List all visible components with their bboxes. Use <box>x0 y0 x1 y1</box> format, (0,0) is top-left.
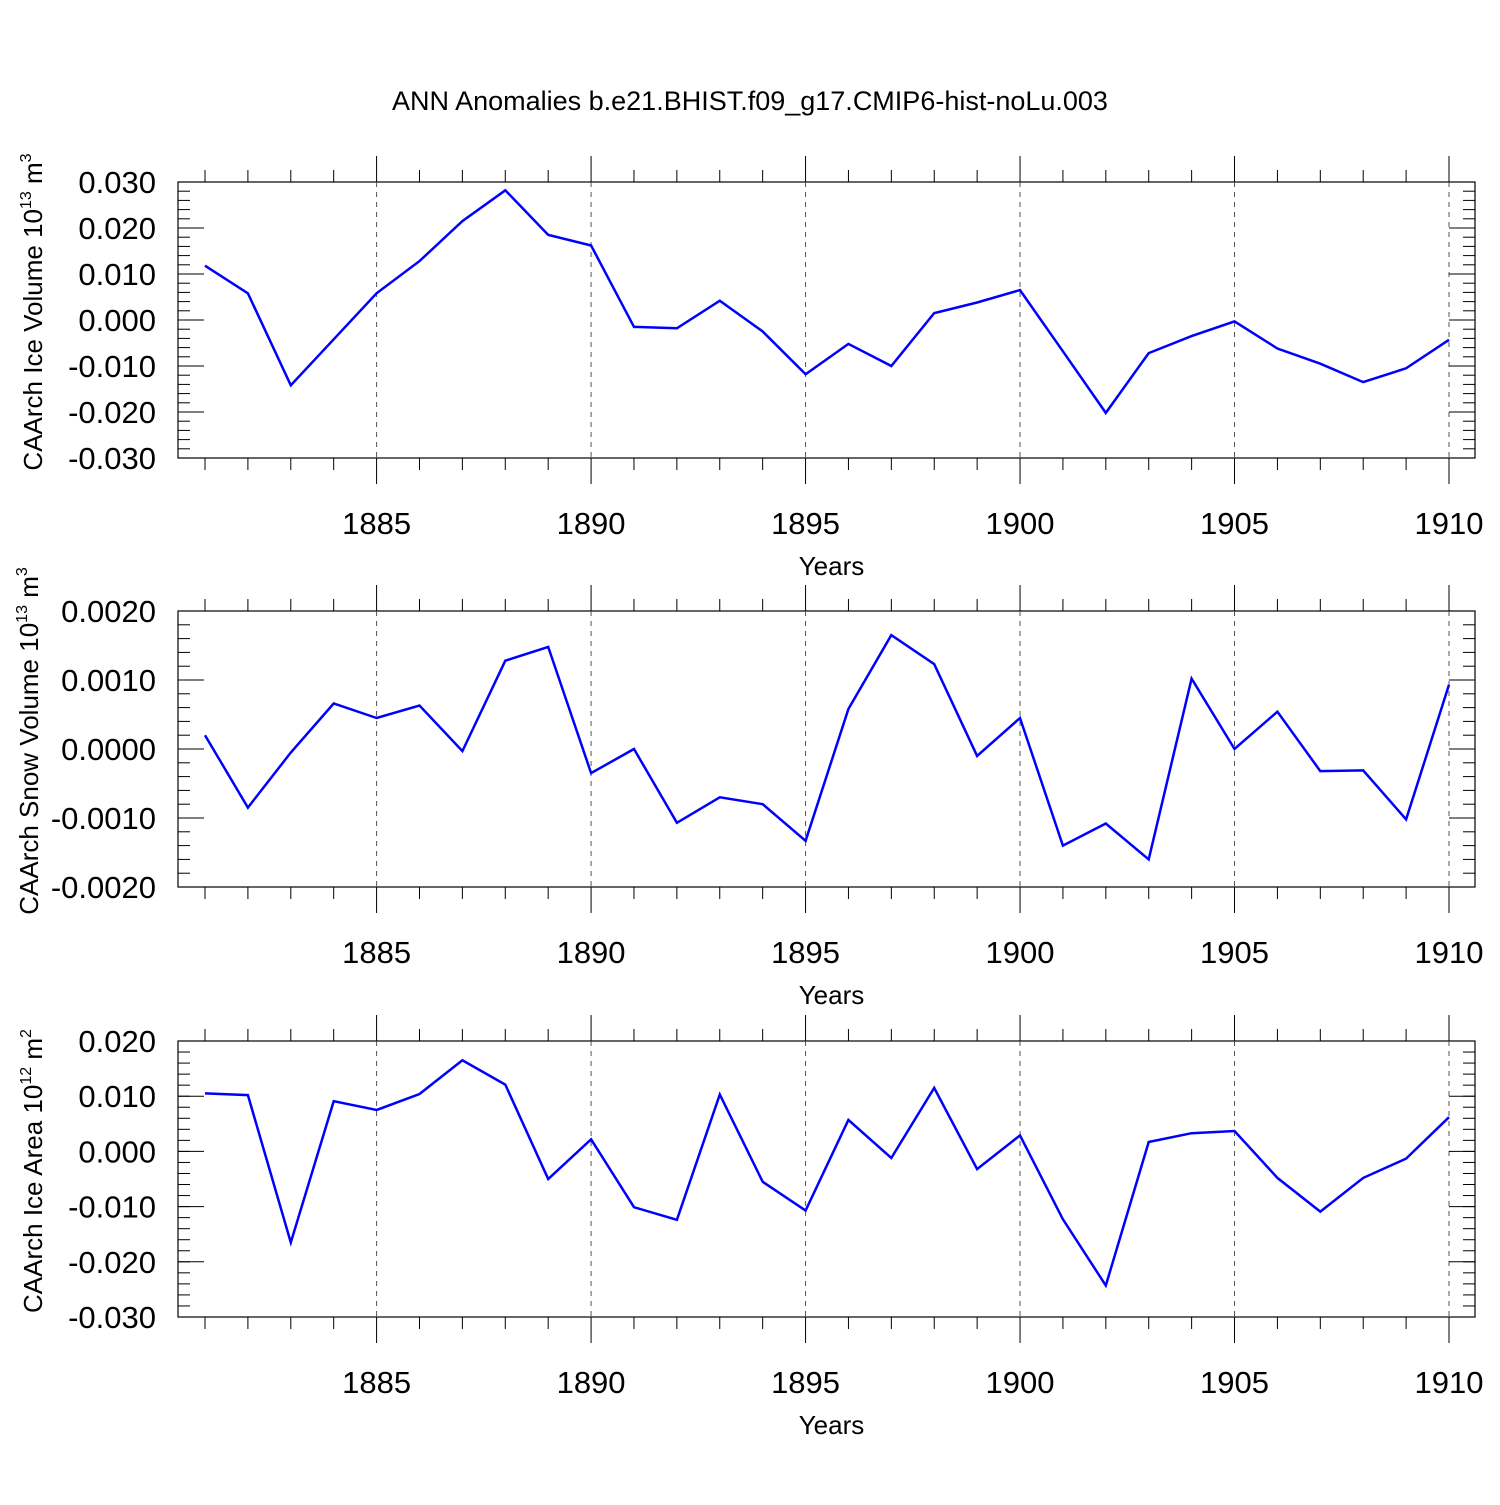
y-tick-label: 0.010 <box>78 257 156 292</box>
y-tick-label: -0.020 <box>68 395 156 430</box>
y-tick-label: -0.030 <box>68 441 156 476</box>
y-tick-label: 0.020 <box>78 1024 156 1059</box>
plot-frame <box>177 1040 1476 1318</box>
series-line <box>204 188 1450 416</box>
x-tick-label: 1895 <box>771 1365 840 1400</box>
x-tick-label: 1900 <box>986 506 1055 541</box>
series-line <box>204 1058 1450 1289</box>
chart-panels: 0.030 0.020 0.010 0.000 -0.010 -0.020 -0.030 18… <box>14 153 1483 1440</box>
panel-2: 0.0020 0.0010 0.0000 -0.0010 -0.0020 1885 1890… <box>14 567 1483 1010</box>
x-tick-label: 1905 <box>1200 1365 1269 1400</box>
x-tick-label: 1885 <box>342 506 411 541</box>
y-axis-label-text: CAArch Snow Volume 10 <box>14 623 44 915</box>
x-tick-label: 1890 <box>557 1365 626 1400</box>
y-tick-label: 0.010 <box>78 1079 156 1114</box>
panel-3: 0.020 0.010 0.000 -0.010 -0.020 -0.030 1885 189… <box>18 1015 1483 1440</box>
y-tick-label: -0.010 <box>68 1190 156 1225</box>
series-line <box>203 633 1451 862</box>
y-axis-label-unit: m <box>18 1038 48 1067</box>
x-tick-label: 1900 <box>986 935 1055 970</box>
y-axis-label-unit-exponent: 3 <box>14 567 31 576</box>
x-tick-label: 1910 <box>1415 1365 1484 1400</box>
x-axis-label: Years <box>799 551 865 581</box>
y-axis-label-unit-exponent: 2 <box>18 1029 35 1038</box>
y-tick-label: 0.030 <box>78 165 156 200</box>
x-tick-label: 1905 <box>1200 506 1269 541</box>
y-axis-label-text: CAArch Ice Volume 10 <box>18 209 48 471</box>
x-tick-label: 1910 <box>1415 506 1484 541</box>
x-axis-label: Years <box>799 980 865 1010</box>
y-tick-label: 0.000 <box>78 303 156 338</box>
y-axis-label-exponent: 12 <box>18 1067 35 1085</box>
x-tick-label: 1905 <box>1200 935 1269 970</box>
y-tick-label: -0.0010 <box>51 801 156 836</box>
y-axis-label-exponent: 13 <box>14 605 31 623</box>
y-tick-label: -0.030 <box>68 1300 156 1335</box>
y-axis-label: CAArch Ice Area 1012 m2 <box>18 1029 48 1313</box>
y-tick-label: 0.0020 <box>61 594 156 629</box>
x-tick-label: 1910 <box>1415 935 1484 970</box>
y-tick-label: 0.0000 <box>61 732 156 767</box>
y-axis-label-text: CAArch Ice Area 10 <box>18 1085 48 1313</box>
y-axis-label-unit-exponent: 3 <box>18 153 35 162</box>
plot-frame <box>177 610 1476 888</box>
x-tick-label: 1885 <box>342 1365 411 1400</box>
y-tick-label: 0.000 <box>78 1134 156 1169</box>
panel-1: 0.030 0.020 0.010 0.000 -0.010 -0.020 -0.030 18… <box>18 153 1483 581</box>
y-tick-label: -0.010 <box>68 349 156 384</box>
plot-frame <box>177 181 1476 459</box>
y-axis-label-unit: m <box>18 162 48 191</box>
y-axis-label: CAArch Ice Volume 1013 m3 <box>18 153 48 470</box>
y-tick-label: 0.020 <box>78 211 156 246</box>
x-tick-label: 1895 <box>771 506 840 541</box>
y-axis-label-exponent: 13 <box>18 191 35 209</box>
chart-title: ANN Anomalies b.e21.BHIST.f09_g17.CMIP6-… <box>392 86 1108 116</box>
y-tick-label: -0.0020 <box>51 870 156 905</box>
x-tick-label: 1895 <box>771 935 840 970</box>
y-axis-label-unit: m <box>14 576 44 605</box>
x-tick-label: 1890 <box>557 935 626 970</box>
y-tick-label: 0.0010 <box>61 663 156 698</box>
x-tick-label: 1890 <box>557 506 626 541</box>
y-tick-label: -0.020 <box>68 1245 156 1280</box>
x-tick-label: 1885 <box>342 935 411 970</box>
y-axis-label: CAArch Snow Volume 1013 m3 <box>14 567 44 915</box>
x-tick-label: 1900 <box>986 1365 1055 1400</box>
x-axis-label: Years <box>799 1410 865 1440</box>
